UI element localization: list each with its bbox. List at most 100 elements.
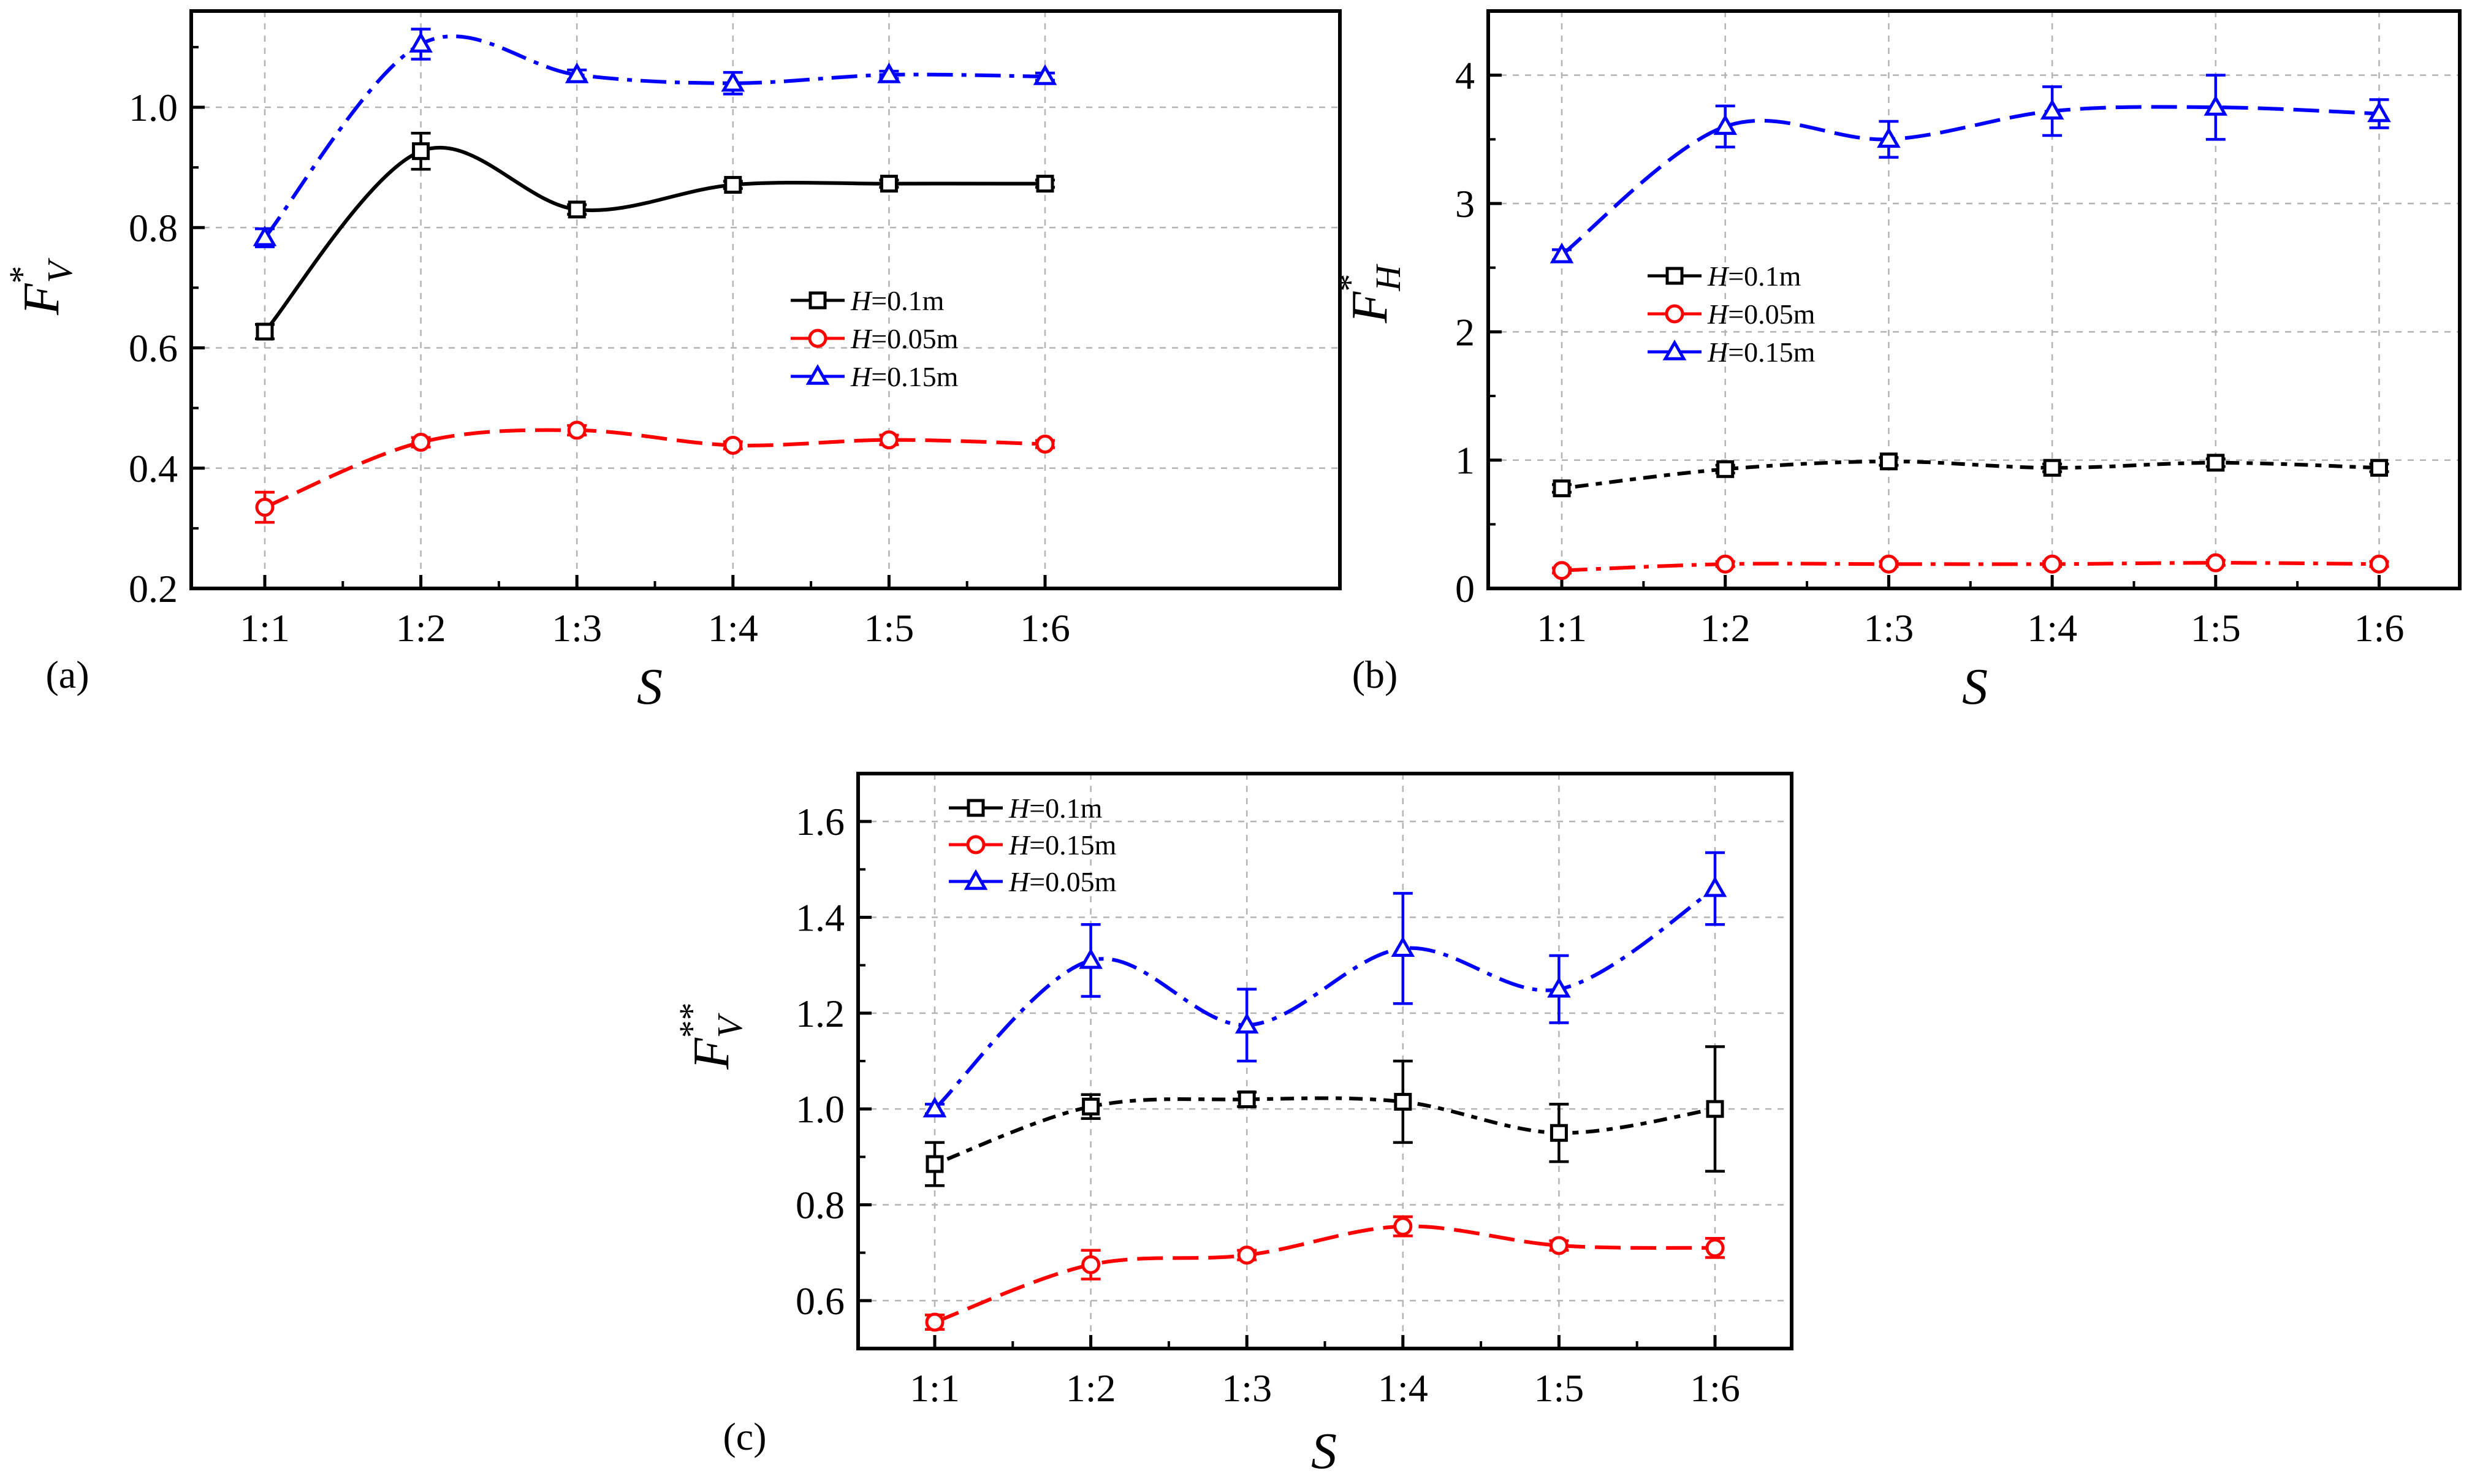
- data-point: [723, 435, 743, 455]
- data-point: [880, 175, 898, 193]
- series-2: [253, 28, 1057, 248]
- legend-entry-var: H: [1008, 793, 1031, 824]
- y-tick-label: 1.0: [796, 1087, 845, 1131]
- legend-entry-value: =0.1m: [1029, 793, 1102, 824]
- legend-marker: [1662, 339, 1687, 360]
- legend-marker: [808, 291, 827, 310]
- x-tick-label: 1:6: [2354, 606, 2405, 650]
- x-axis-label: S: [637, 658, 663, 715]
- y-tick-label: 3: [1455, 182, 1475, 226]
- y-tick-label: 1.6: [796, 800, 845, 843]
- x-tick-label: 1:1: [1537, 606, 1587, 650]
- data-point: [1234, 1013, 1259, 1034]
- y-tick-label: 0: [1455, 567, 1475, 611]
- data-point: [1550, 1124, 1568, 1142]
- data-point: [1081, 1255, 1101, 1274]
- data-point: [1550, 242, 1574, 264]
- data-point: [1879, 554, 1898, 574]
- grid: [858, 774, 1792, 1349]
- data-point: [1237, 1246, 1257, 1265]
- series-0: [255, 131, 1055, 341]
- y-axis-label: F*H: [1330, 264, 1408, 324]
- series-line: [1561, 561, 2379, 573]
- data-point: [568, 200, 586, 219]
- data-point: [565, 62, 589, 83]
- legend-entry: H=0.15m: [1008, 829, 1117, 861]
- series-line: [934, 1096, 1716, 1166]
- data-point: [879, 430, 899, 450]
- chart-panel-c: 1:1 1:2 1:3 1:4 1:5 1:60.60.81.01.21.41.6 H=0.…: [672, 772, 1793, 1480]
- y-tick-label: 1.2: [796, 992, 845, 1035]
- panel-label: (c): [723, 1415, 766, 1458]
- y-tick-label: 1.0: [129, 86, 178, 129]
- y-tick-label: 1: [1455, 439, 1475, 482]
- legend-entry-value: =0.1m: [871, 285, 944, 316]
- data-point: [256, 322, 274, 341]
- y-axis-label-base: F: [13, 283, 70, 316]
- data-point: [1391, 936, 1415, 957]
- data-point: [1716, 554, 1735, 574]
- y-tick-label: 4: [1455, 54, 1475, 97]
- data-point: [412, 142, 430, 161]
- x-axis-label: S: [1962, 658, 1988, 715]
- x-tick-label: 1:5: [2191, 606, 2241, 650]
- y-axis-label-sup: **: [672, 1002, 712, 1038]
- series-2: [922, 851, 1727, 1117]
- series-line: [1561, 105, 2379, 257]
- series-1: [255, 420, 1055, 524]
- y-tick-label: 0.4: [129, 447, 178, 490]
- legend-entry: H=0.1m: [1008, 793, 1103, 824]
- data-point: [1079, 948, 1103, 969]
- data-point: [1706, 1100, 1724, 1118]
- x-tick-label: 1:3: [552, 606, 602, 650]
- series-0: [925, 1045, 1725, 1187]
- x-tick-label: 1:1: [240, 606, 290, 650]
- y-axis-label-sub: V: [40, 257, 80, 283]
- legend-entry: H=0.05m: [1707, 299, 1816, 330]
- legend-marker: [805, 363, 830, 385]
- y-tick-label: 2: [1455, 310, 1475, 354]
- series-1: [925, 1215, 1725, 1332]
- legend-entry-var: H: [850, 323, 873, 354]
- legend-entry: H=0.05m: [1008, 866, 1117, 897]
- panel-label: (a): [45, 653, 89, 696]
- legend-entry-var: H: [1707, 337, 1730, 368]
- x-tick-label: 1:2: [396, 606, 446, 650]
- series-line: [263, 34, 1046, 239]
- data-point: [1879, 452, 1898, 471]
- x-tick-label: 1:4: [1378, 1366, 1428, 1410]
- y-tick-label: 0.6: [796, 1279, 845, 1323]
- x-tick-label: 1:1: [910, 1366, 960, 1410]
- data-point: [409, 31, 433, 53]
- data-point: [2206, 553, 2226, 573]
- x-tick-label: 1:3: [1222, 1366, 1272, 1410]
- legend-entry-var: H: [1707, 261, 1730, 292]
- series-0: [1552, 452, 2389, 498]
- legend-entry-var: H: [1008, 829, 1031, 861]
- data-point: [255, 498, 275, 517]
- data-point: [1549, 1236, 1569, 1255]
- legend-entry: H=0.05m: [850, 323, 959, 354]
- legend-entry-value: =0.15m: [1728, 337, 1815, 368]
- series-1: [1552, 553, 2389, 580]
- legend-entry: H=0.1m: [850, 285, 945, 316]
- data-point: [2367, 101, 2391, 123]
- legend-entry-var: H: [1008, 866, 1031, 897]
- legend-marker: [967, 799, 985, 817]
- y-axis-label-sub: H: [1368, 264, 1408, 292]
- data-point: [922, 1097, 947, 1117]
- x-tick-label: 1:2: [1066, 1366, 1116, 1410]
- y-axis-label-sup: *: [2, 266, 42, 284]
- legend-entry-var: H: [850, 285, 873, 316]
- data-point: [724, 176, 742, 194]
- data-point: [1877, 127, 1901, 148]
- data-point: [1703, 876, 1727, 897]
- legend-entry-value: =0.05m: [1728, 299, 1815, 330]
- data-point: [1035, 435, 1055, 454]
- plot-frame: [1486, 9, 2462, 590]
- legend-marker: [1665, 267, 1684, 285]
